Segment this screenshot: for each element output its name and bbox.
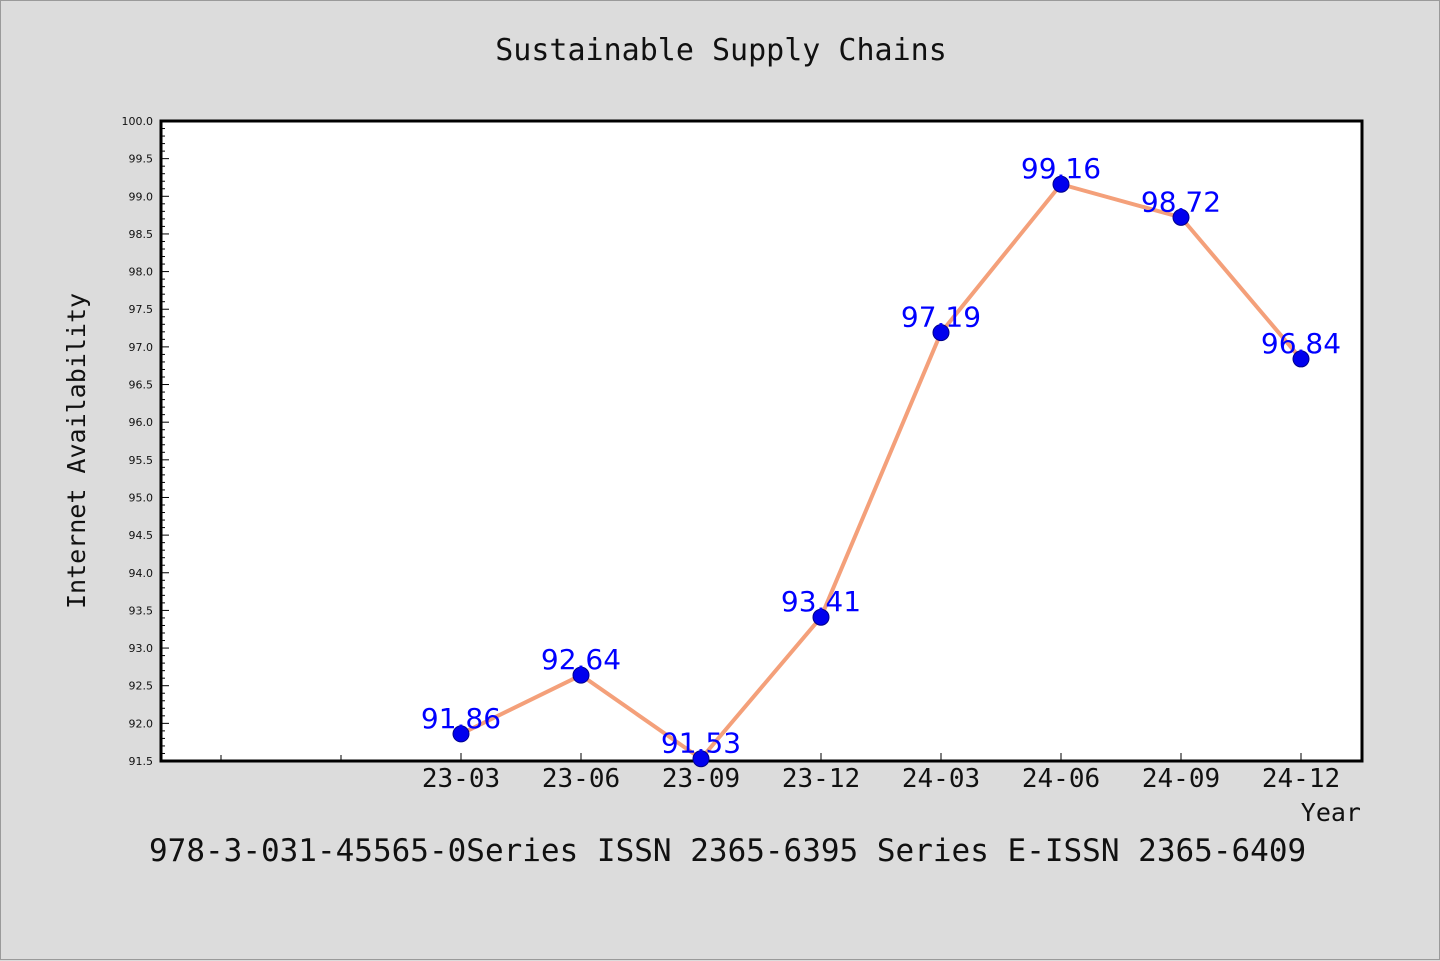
y-tick-label: 93.0 [129,642,154,655]
y-tick-label: 94.0 [129,567,154,580]
data-point-marker [932,324,950,342]
series-line-layer [460,182,1303,761]
series-line [460,182,1303,761]
y-tick-label: 93.5 [129,604,154,617]
y-tick-label: 96.5 [129,379,154,392]
plot-area [159,119,1364,763]
data-label: 97.19 [901,301,981,334]
y-tick-label: 92.5 [129,680,154,693]
data-label: 93.41 [781,585,861,618]
y-tick-label: 95.0 [129,491,154,504]
data-point-marker [1172,208,1190,226]
footer-isbn-issn: 978-3-031-45565-0Series ISSN 2365-6395 S… [149,833,1307,869]
y-tick-label: 99.0 [129,190,154,203]
data-label: 99.16 [1021,152,1101,185]
y-axis-label: Internet Availability [62,293,91,609]
x-tick-label: 24-09 [1142,764,1220,794]
y-axis: 91.5 92.0 92.5 93.0 93.5 94.0 94.5 95.0 95.5 96.0… [122,115,169,768]
chart-title: Sustainable Supply Chains [495,33,947,68]
y-tick-label: 96.0 [129,416,154,429]
data-label: 92.64 [541,643,621,676]
y-tick-label: 98.0 [129,266,154,279]
x-tick-label: 24-06 [1022,764,1100,794]
data-point-marker [572,666,590,684]
data-point-marker [452,725,470,743]
data-point-marker [1292,350,1310,368]
x-tick-label: 23-06 [542,764,620,794]
data-point-marker [1052,175,1070,193]
data-point-marker [812,608,830,626]
y-tick-label: 100.0 [122,115,154,128]
y-tick-label: 91.5 [129,755,154,768]
data-point-marker [692,750,710,768]
data-label-layer: 91.86 92.64 91.53 93.41 97.19 99.16 98.72 96.84 [421,152,1341,759]
y-tick-label: 95.5 [129,454,154,467]
y-tick-label: 98.5 [129,228,154,241]
x-tick-label: 24-12 [1262,764,1340,794]
x-axis: 23-03 23-06 23-09 23-12 24-03 24-06 24-09 24-12 [220,753,1340,794]
y-tick-label: 94.5 [129,529,154,542]
data-label: 96.84 [1261,327,1341,360]
y-tick-label: 92.0 [129,717,154,730]
x-tick-label: 23-09 [662,764,740,794]
x-tick-label: 23-12 [782,764,860,794]
data-label: 91.86 [421,702,501,735]
x-tick-label: 23-03 [422,764,500,794]
data-label: 91.53 [661,727,741,760]
y-tick-label: 99.5 [129,153,154,166]
y-tick-label: 97.0 [129,341,154,354]
x-axis-label: Year [1301,798,1361,827]
y-tick-label: 97.5 [129,303,154,316]
marker-layer [452,175,1310,768]
x-tick-label: 24-03 [902,764,980,794]
data-label: 98.72 [1141,185,1221,218]
